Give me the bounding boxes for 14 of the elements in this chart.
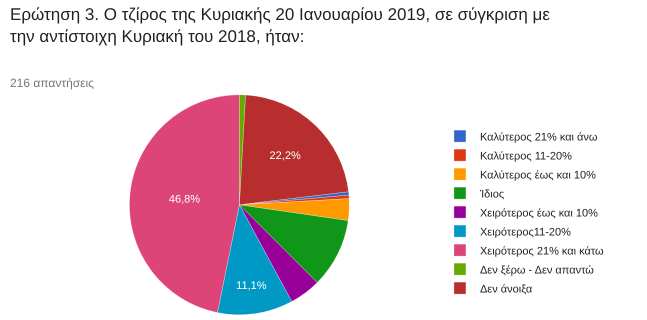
legend-label: Χειρότερος 21% και κάτω xyxy=(480,245,604,258)
legend-label: Καλύτερος 11-20% xyxy=(480,150,572,162)
legend-label: Χειρότερος έως και 10% xyxy=(480,207,598,220)
chart-title: Ερώτηση 3. Ο τζίρος της Κυριακής 20 Ιανουαρίου 2019, σε σύγκριση με την αντίστοιχη Κυριακή του 2018, ήταν: xyxy=(10,5,550,46)
legend-label: Δεν ξέρω - Δεν απαντώ xyxy=(480,264,594,276)
legend-label: Καλύτερος έως και 10% xyxy=(480,169,596,182)
legend-label: Καλύτερος 21% και άνω xyxy=(480,131,598,144)
data-label: 22,2% xyxy=(270,150,301,162)
legend-label: Ίδιος xyxy=(478,188,504,200)
legend-label: Δεν άνοιξα xyxy=(480,283,533,296)
data-label: 46,8% xyxy=(168,193,200,206)
data-label: 11,1% xyxy=(236,280,267,292)
legend-label: Χειρότερος11-20% xyxy=(480,226,572,238)
chart-subtitle: 216 απαντήσεις xyxy=(10,76,94,90)
